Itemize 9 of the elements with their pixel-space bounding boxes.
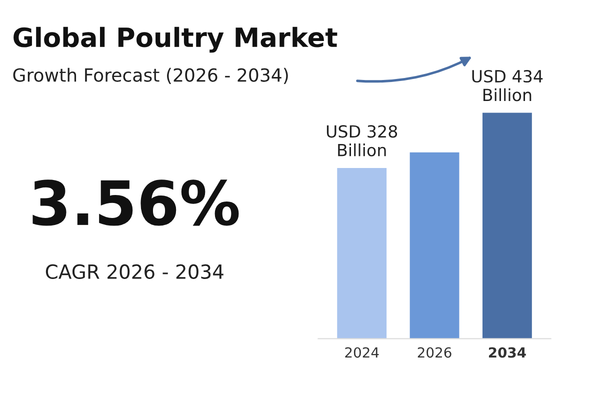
x-tick-label: 2024 bbox=[345, 347, 379, 358]
text: 3.56% bbox=[32, 180, 239, 226]
chart-title: Global Poultry Market bbox=[14, 26, 338, 53]
text: Growth Forecast (2026 - 2034) bbox=[13, 68, 288, 84]
x-tick-label: 2034 bbox=[488, 347, 526, 358]
data-label: USD 328 Billion bbox=[326, 125, 398, 156]
data-label: USD 434 Billion bbox=[472, 70, 543, 102]
x-tick-label: 2026 bbox=[418, 347, 452, 358]
text: CAGR 2026 - 2034 bbox=[46, 264, 224, 279]
